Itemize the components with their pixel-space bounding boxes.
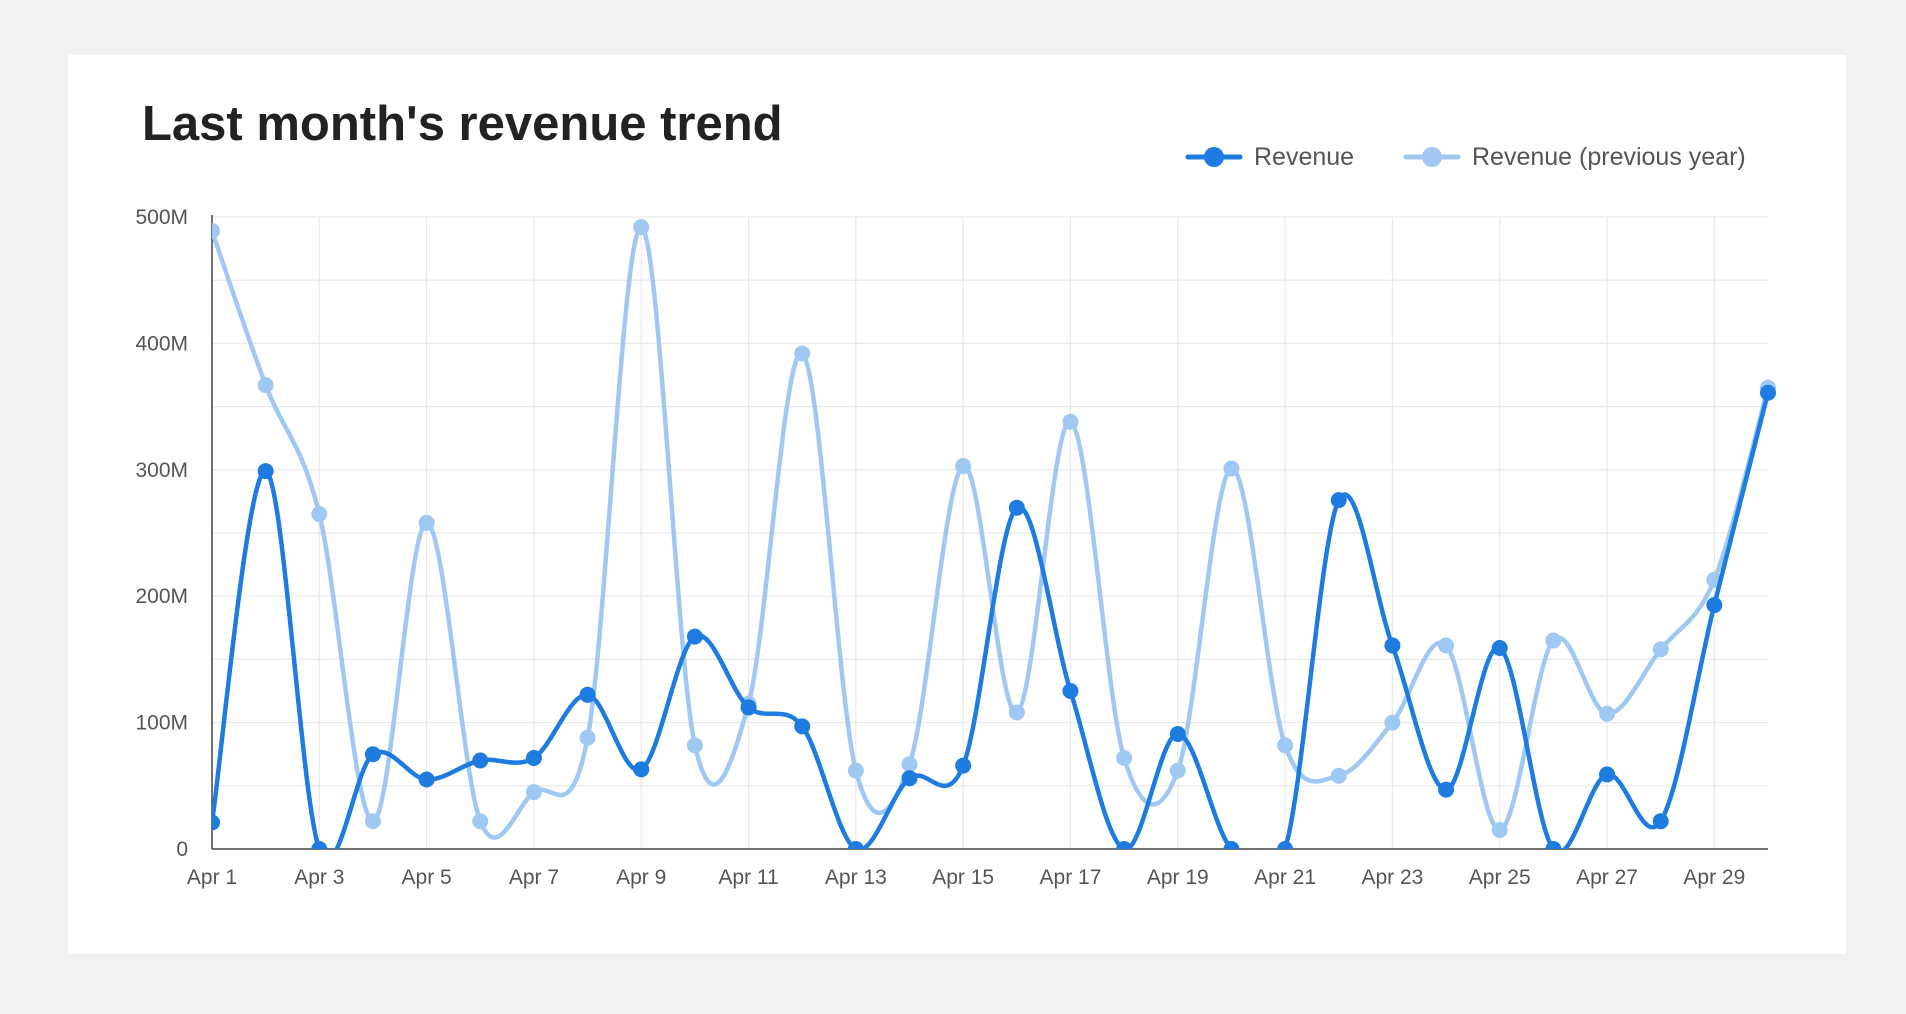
data-point: [212, 222, 220, 239]
line-chart: Last month's revenue trend 0 100M 200M 300M…: [135, 97, 1776, 889]
data-point: [633, 761, 650, 778]
data-point: [955, 757, 972, 774]
legend-item[interactable]: Revenue: [1185, 143, 1354, 171]
data-point: [794, 718, 811, 735]
x-tick-label: Apr 1: [187, 866, 237, 889]
data-point: [212, 814, 220, 831]
data-point: [1599, 766, 1616, 783]
grid: [212, 216, 1768, 849]
data-point: [686, 737, 703, 754]
data-point: [740, 699, 757, 716]
data-point: [1384, 714, 1401, 731]
data-point: [1008, 704, 1025, 721]
x-tick-label: Apr 19: [1147, 866, 1209, 889]
x-tick-label: Apr 9: [616, 866, 666, 889]
data-point: [1760, 384, 1776, 401]
x-tick-label: Apr 25: [1469, 866, 1531, 889]
data-point: [1652, 813, 1669, 830]
legend-swatch-marker: [1204, 147, 1224, 167]
data-point: [1062, 683, 1079, 699]
data-point: [794, 345, 811, 362]
y-tick-label: 400M: [135, 332, 188, 355]
data-point: [1599, 705, 1616, 722]
data-point: [1545, 841, 1562, 849]
data-point: [418, 514, 435, 531]
axes: [211, 215, 1768, 850]
x-tick-label: Apr 7: [509, 866, 559, 889]
data-point: [1438, 637, 1455, 654]
legend-label: Revenue (previous year): [1472, 143, 1746, 171]
x-tick-label: Apr 3: [294, 866, 344, 889]
legend-label: Revenue: [1254, 143, 1354, 171]
data-point: [1652, 641, 1669, 658]
legend-item[interactable]: Revenue (previous year): [1403, 143, 1746, 171]
data-point: [1277, 737, 1294, 754]
data-point: [257, 463, 274, 480]
data-point: [1008, 499, 1025, 516]
y-tick-label: 0: [176, 838, 188, 861]
data-point: [525, 749, 542, 766]
series-revenue-previous-year: [212, 219, 1776, 840]
y-tick-label: 200M: [135, 585, 188, 608]
x-tick-label: Apr 13: [825, 866, 887, 889]
x-tick-label: Apr 5: [402, 866, 452, 889]
series-revenue: [212, 384, 1776, 849]
data-point: [1062, 413, 1079, 430]
data-point: [579, 729, 596, 746]
data-point: [364, 813, 381, 830]
data-point: [1223, 460, 1240, 477]
series-line: [212, 390, 1771, 849]
y-tick-label: 100M: [135, 712, 188, 735]
data-point: [364, 746, 381, 763]
data-point: [901, 756, 918, 773]
legend-swatch-marker: [1422, 147, 1442, 167]
data-point: [1706, 597, 1723, 614]
y-tick-label: 300M: [135, 459, 188, 482]
series-group: [212, 219, 1776, 849]
data-point: [686, 628, 703, 645]
legend[interactable]: Revenue Revenue (previous year): [1185, 143, 1746, 171]
data-point: [901, 770, 918, 787]
data-point: [1330, 767, 1347, 784]
x-tick-label: Apr 17: [1040, 866, 1102, 889]
series-line: [212, 224, 1771, 840]
data-point: [257, 377, 274, 394]
y-tick-label: 500M: [135, 206, 188, 229]
data-point: [1277, 841, 1294, 849]
data-point: [1116, 841, 1133, 849]
data-point: [847, 841, 864, 849]
data-point: [633, 219, 650, 236]
x-tick-label: Apr 29: [1683, 866, 1745, 889]
data-point: [1116, 749, 1133, 766]
chart-card: Last month's revenue trend 0 100M 200M 300M…: [68, 55, 1846, 954]
y-axis-ticks: 0 100M 200M 300M 400M 500M: [135, 206, 188, 861]
data-point: [1491, 640, 1508, 657]
chart-title: Last month's revenue trend: [142, 97, 783, 151]
x-axis-ticks: Apr 1 Apr 3 Apr 5 Apr 7 Apr 9 Apr 11 Apr 13 Apr…: [187, 866, 1745, 889]
data-point: [1169, 762, 1186, 779]
data-point: [579, 686, 596, 703]
data-point: [525, 784, 542, 801]
data-point: [1223, 841, 1240, 849]
x-tick-label: Apr 27: [1576, 866, 1638, 889]
data-point: [1545, 632, 1562, 649]
data-point: [472, 752, 489, 769]
data-point: [1384, 637, 1401, 654]
data-point: [311, 506, 328, 523]
data-point: [1438, 781, 1455, 798]
data-point: [472, 813, 489, 830]
x-tick-label: Apr 11: [718, 866, 778, 889]
data-point: [1491, 822, 1508, 839]
x-tick-label: Apr 21: [1254, 866, 1316, 889]
data-point: [1330, 492, 1347, 509]
x-tick-label: Apr 15: [932, 866, 994, 889]
data-point: [311, 841, 328, 849]
data-point: [847, 762, 864, 779]
data-point: [1169, 725, 1186, 742]
x-tick-label: Apr 23: [1361, 866, 1423, 889]
data-point: [955, 458, 972, 475]
data-point: [418, 771, 435, 788]
